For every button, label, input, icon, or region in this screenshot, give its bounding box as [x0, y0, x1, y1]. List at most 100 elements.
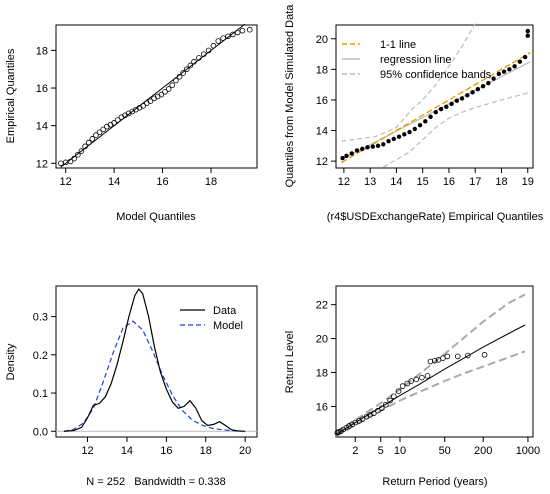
qq-point [210, 42, 217, 49]
density-marks [56, 288, 257, 432]
qq-point [162, 88, 168, 95]
return-level-point [363, 413, 370, 420]
sim-qq-point [365, 145, 370, 150]
return-level-point [395, 388, 402, 394]
sim-qq-point [501, 69, 507, 74]
return-level-point [371, 410, 377, 417]
qq-point [158, 91, 165, 98]
one-to-one-line [340, 51, 531, 164]
qq-plot-panel: Model Quantiles Empirical Quantiles 12 14… [5, 23, 258, 223]
return-level-point [390, 393, 397, 400]
sim-qq-point [496, 71, 502, 77]
return-level-point [359, 416, 366, 422]
sim-qq-point [444, 104, 449, 110]
qq-point [180, 70, 186, 76]
qq-point [200, 51, 207, 57]
return-level-point [419, 374, 425, 381]
qq-point [100, 126, 107, 133]
y-tick-label: 16 [316, 95, 328, 107]
qq-point [58, 160, 64, 167]
density-panel: N = 252 Bandwidth = 0.338 Density 12 14 16… [5, 285, 258, 488]
qq-point [205, 47, 212, 54]
x-tick-label: 14 [121, 445, 133, 457]
sim-qq-point [375, 143, 381, 149]
qq-point [239, 27, 246, 34]
return-level-point [343, 424, 350, 431]
return-level-panel: Return Period (years) Return Level 2 5 10 5… [284, 285, 540, 488]
sim-qq-point [470, 90, 475, 95]
y-tick-label: 0.2 [33, 350, 48, 362]
qq-point [183, 66, 190, 73]
x-tick-label: 14 [108, 176, 120, 188]
y-tick-label: 12 [316, 156, 328, 168]
x-tick-label: 10 [394, 445, 406, 457]
qq-point [85, 139, 92, 146]
sim-qq-legend: 1-1 line regression line 95% confidence … [342, 39, 492, 81]
return-level-point [431, 357, 438, 364]
return-level-point [413, 376, 420, 383]
lower-confidence-band [382, 91, 531, 168]
x-tick-label: 2 [352, 445, 358, 457]
qq-point [67, 158, 74, 165]
qq-point [165, 86, 172, 92]
return-level-point [444, 353, 451, 360]
density-frame [55, 285, 258, 438]
return-level-xlabel: Return Period (years) [382, 476, 487, 488]
y-tick-label: 0.0 [33, 426, 48, 438]
x-tick-label: 5 [378, 445, 384, 457]
sim-qq-point [340, 155, 345, 161]
qq-point [225, 33, 231, 40]
qq-point [169, 82, 176, 89]
sim-qq-point [507, 67, 512, 72]
qq-point [74, 152, 81, 158]
sim-qq-axes: 12 13 14 15 16 17 18 19 12 14 16 18 20 [316, 34, 534, 188]
legend-label-data: Data [213, 305, 237, 317]
sim-qq-point [396, 134, 402, 139]
return-level-point [404, 380, 411, 387]
qq-point [89, 136, 96, 142]
x-tick-label: 13 [364, 176, 376, 188]
sim-qq-point [438, 106, 444, 112]
x-tick-label: 20 [239, 445, 251, 457]
density-legend: Data Model [180, 305, 243, 332]
sim-qq-point [344, 153, 349, 158]
sim-qq-point [349, 151, 354, 156]
return-level-ylabel: Return Level [284, 331, 296, 393]
return-level-point [454, 353, 461, 360]
sim-qq-point [386, 139, 391, 144]
sim-qq-point [433, 109, 439, 115]
sim-qq-point [517, 59, 523, 64]
lower-ci-line [335, 350, 526, 438]
model-density-line [63, 320, 242, 432]
qq-plot-marks [58, 23, 253, 168]
return-level-point [379, 405, 385, 411]
density-ylabel: Density [5, 343, 17, 380]
sim-qq-point [407, 129, 412, 135]
x-tick-label: 12 [338, 176, 350, 188]
upper-ci-line [335, 293, 526, 434]
x-tick-label: 18 [495, 176, 507, 188]
x-tick-label: 15 [417, 176, 429, 188]
sim-qq-point [370, 144, 375, 149]
y-tick-label: 18 [316, 64, 328, 76]
y-tick-label: 16 [36, 83, 48, 95]
qq-point [111, 120, 117, 126]
upper-confidence-band [341, 23, 476, 142]
qq-point [215, 38, 222, 44]
x-tick-label: 18 [200, 445, 212, 457]
return-level-point [408, 378, 415, 384]
return-level-point [346, 423, 352, 429]
sim-qq-frame [335, 24, 534, 169]
qq-point [147, 98, 154, 105]
sim-qq-point [402, 132, 407, 137]
sim-qq-point [522, 54, 528, 60]
sim-qq-point [459, 96, 465, 101]
legend-label-1to1: 1-1 line [380, 39, 416, 51]
sim-qq-ylabel: Quantiles from Model Simulated Data [284, 4, 296, 188]
return-level-point [340, 426, 347, 433]
sim-qq-point [525, 33, 530, 38]
qq-point [71, 155, 77, 162]
sim-qq-point [428, 114, 433, 119]
sim-qq-point [454, 98, 460, 103]
